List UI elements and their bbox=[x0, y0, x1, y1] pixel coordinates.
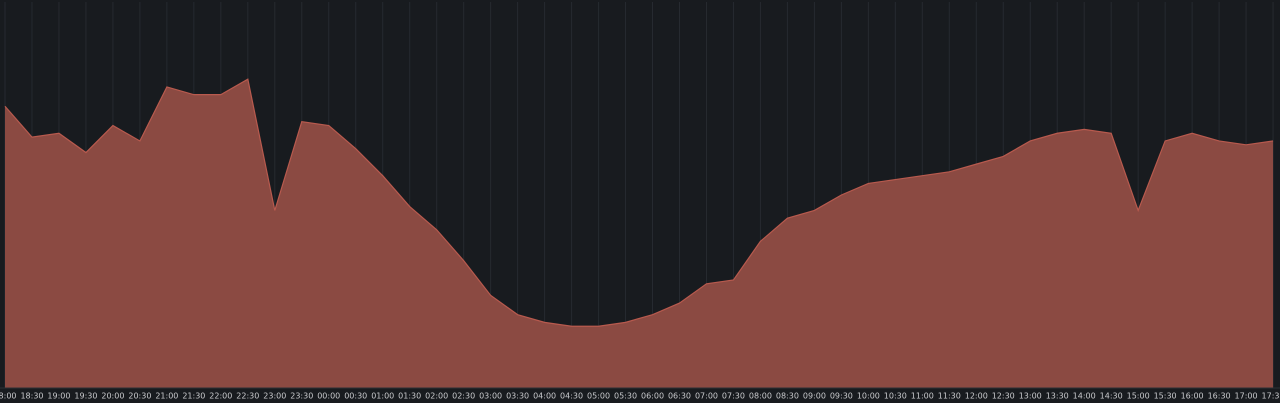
x-tick-label: 12:30 bbox=[992, 392, 1015, 401]
x-tick-label: 18:30 bbox=[20, 392, 43, 401]
x-tick-label: 04:00 bbox=[533, 392, 556, 401]
x-tick-label: 02:00 bbox=[425, 392, 448, 401]
x-tick-label: 08:00 bbox=[749, 392, 772, 401]
x-tick-label: 03:00 bbox=[479, 392, 502, 401]
x-tick-label: 22:00 bbox=[209, 392, 232, 401]
x-tick-label: 16:30 bbox=[1208, 392, 1231, 401]
x-tick-label: 01:30 bbox=[398, 392, 421, 401]
x-tick-label: 04:30 bbox=[560, 392, 583, 401]
x-tick-label: 10:00 bbox=[857, 392, 880, 401]
x-tick-label: 09:00 bbox=[803, 392, 826, 401]
x-tick-label: 05:00 bbox=[587, 392, 610, 401]
x-tick-label: 06:30 bbox=[668, 392, 691, 401]
x-tick-label: 19:30 bbox=[74, 392, 97, 401]
x-tick-label: 02:30 bbox=[452, 392, 475, 401]
x-tick-label: 11:30 bbox=[938, 392, 961, 401]
x-tick-label: 15:30 bbox=[1154, 392, 1177, 401]
x-tick-label: 23:00 bbox=[263, 392, 286, 401]
x-tick-label: 17:30 bbox=[1262, 392, 1280, 401]
x-tick-label: 23:30 bbox=[290, 392, 313, 401]
x-tick-label: 20:00 bbox=[101, 392, 124, 401]
x-tick-label: 18:00 bbox=[0, 392, 17, 401]
x-tick-label: 14:30 bbox=[1100, 392, 1123, 401]
x-tick-label: 06:00 bbox=[641, 392, 664, 401]
x-tick-label: 01:00 bbox=[371, 392, 394, 401]
x-tick-label: 13:30 bbox=[1046, 392, 1069, 401]
x-tick-label: 14:00 bbox=[1073, 392, 1096, 401]
x-tick-label: 09:30 bbox=[830, 392, 853, 401]
x-tick-label: 10:30 bbox=[884, 392, 907, 401]
x-tick-label: 03:30 bbox=[506, 392, 529, 401]
x-tick-label: 12:00 bbox=[965, 392, 988, 401]
x-tick-label: 21:00 bbox=[155, 392, 178, 401]
x-tick-label: 05:30 bbox=[614, 392, 637, 401]
line bbox=[4, 78, 1274, 327]
x-tick-label: 15:00 bbox=[1127, 392, 1150, 401]
x-tick-label: 21:30 bbox=[182, 392, 205, 401]
x-tick-label: 07:00 bbox=[695, 392, 718, 401]
x-tick-label: 00:00 bbox=[317, 392, 340, 401]
x-tick-label: 17:00 bbox=[1235, 392, 1258, 401]
x-tick-label: 11:00 bbox=[911, 392, 934, 401]
x-tick-label: 08:30 bbox=[776, 392, 799, 401]
x-tick-label: 19:00 bbox=[47, 392, 70, 401]
x-tick-label: 20:30 bbox=[128, 392, 151, 401]
area bbox=[5, 79, 1274, 388]
x-tick-label: 16:00 bbox=[1181, 392, 1204, 401]
x-tick-label: 00:30 bbox=[344, 392, 367, 401]
x-tick-label: 13:00 bbox=[1019, 392, 1042, 401]
x-tick-label: 22:30 bbox=[236, 392, 259, 401]
x-tick-label: 07:30 bbox=[722, 392, 745, 401]
